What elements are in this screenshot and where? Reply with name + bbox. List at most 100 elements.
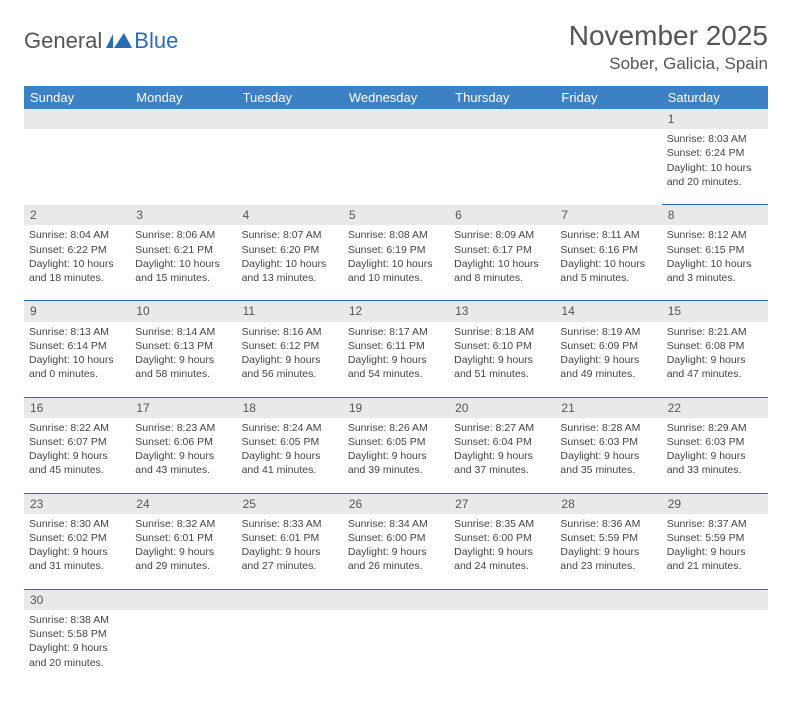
day-number <box>24 109 130 129</box>
day-cell <box>555 610 661 685</box>
day-number <box>555 109 661 129</box>
calendar-body: 1Sunrise: 8:03 AMSunset: 6:24 PMDaylight… <box>24 109 768 685</box>
sunrise-line: Sunrise: 8:14 AM <box>135 325 231 339</box>
sunset-line: Sunset: 6:08 PM <box>667 339 763 353</box>
day-number <box>237 589 343 610</box>
day-number: 19 <box>343 397 449 418</box>
daylight-line: Daylight: 9 hours and 37 minutes. <box>454 449 550 477</box>
day-cell: Sunrise: 8:19 AMSunset: 6:09 PMDaylight:… <box>555 322 661 398</box>
sunrise-line: Sunrise: 8:18 AM <box>454 325 550 339</box>
sunrise-line: Sunrise: 8:08 AM <box>348 228 444 242</box>
day-number <box>237 109 343 129</box>
day-cell: Sunrise: 8:08 AMSunset: 6:19 PMDaylight:… <box>343 225 449 301</box>
week-row: Sunrise: 8:22 AMSunset: 6:07 PMDaylight:… <box>24 418 768 494</box>
day-number: 18 <box>237 397 343 418</box>
sunset-line: Sunset: 6:03 PM <box>667 435 763 449</box>
day-cell: Sunrise: 8:24 AMSunset: 6:05 PMDaylight:… <box>237 418 343 494</box>
daylight-line: Daylight: 9 hours and 26 minutes. <box>348 545 444 573</box>
sunrise-line: Sunrise: 8:37 AM <box>667 517 763 531</box>
sunset-line: Sunset: 6:24 PM <box>667 146 763 160</box>
sunrise-line: Sunrise: 8:28 AM <box>560 421 656 435</box>
day-number: 8 <box>662 205 768 226</box>
title-block: November 2025 Sober, Galicia, Spain <box>569 20 768 74</box>
week-row: Sunrise: 8:13 AMSunset: 6:14 PMDaylight:… <box>24 322 768 398</box>
day-number-row: 23242526272829 <box>24 493 768 514</box>
daylight-line: Daylight: 9 hours and 43 minutes. <box>135 449 231 477</box>
day-number: 7 <box>555 205 661 226</box>
day-cell: Sunrise: 8:35 AMSunset: 6:00 PMDaylight:… <box>449 514 555 590</box>
sunrise-line: Sunrise: 8:03 AM <box>667 132 763 146</box>
week-row: Sunrise: 8:38 AMSunset: 5:58 PMDaylight:… <box>24 610 768 685</box>
location: Sober, Galicia, Spain <box>569 54 768 74</box>
day-cell: Sunrise: 8:34 AMSunset: 6:00 PMDaylight:… <box>343 514 449 590</box>
day-number: 5 <box>343 205 449 226</box>
day-cell: Sunrise: 8:09 AMSunset: 6:17 PMDaylight:… <box>449 225 555 301</box>
day-number <box>130 589 236 610</box>
day-number: 17 <box>130 397 236 418</box>
day-number-row: 2345678 <box>24 205 768 226</box>
day-cell <box>237 129 343 205</box>
sunset-line: Sunset: 6:11 PM <box>348 339 444 353</box>
daylight-line: Daylight: 9 hours and 33 minutes. <box>667 449 763 477</box>
daylight-line: Daylight: 10 hours and 10 minutes. <box>348 257 444 285</box>
sunset-line: Sunset: 6:22 PM <box>29 243 125 257</box>
daylight-line: Daylight: 9 hours and 20 minutes. <box>29 641 125 669</box>
day-number: 24 <box>130 493 236 514</box>
day-cell: Sunrise: 8:03 AMSunset: 6:24 PMDaylight:… <box>662 129 768 205</box>
day-number: 16 <box>24 397 130 418</box>
sunset-line: Sunset: 6:07 PM <box>29 435 125 449</box>
flag-icon <box>106 32 132 50</box>
sunset-line: Sunset: 6:00 PM <box>348 531 444 545</box>
day-cell <box>130 129 236 205</box>
daylight-line: Daylight: 9 hours and 31 minutes. <box>29 545 125 573</box>
sunrise-line: Sunrise: 8:16 AM <box>242 325 338 339</box>
sunrise-line: Sunrise: 8:33 AM <box>242 517 338 531</box>
week-row: Sunrise: 8:03 AMSunset: 6:24 PMDaylight:… <box>24 129 768 205</box>
daylight-line: Daylight: 9 hours and 29 minutes. <box>135 545 231 573</box>
day-number: 4 <box>237 205 343 226</box>
sunset-line: Sunset: 6:06 PM <box>135 435 231 449</box>
day-cell: Sunrise: 8:04 AMSunset: 6:22 PMDaylight:… <box>24 225 130 301</box>
day-number: 12 <box>343 301 449 322</box>
day-header: Saturday <box>662 86 768 109</box>
sunrise-line: Sunrise: 8:17 AM <box>348 325 444 339</box>
day-header: Sunday <box>24 86 130 109</box>
sunset-line: Sunset: 6:09 PM <box>560 339 656 353</box>
sunset-line: Sunset: 6:21 PM <box>135 243 231 257</box>
day-cell <box>130 610 236 685</box>
day-cell: Sunrise: 8:21 AMSunset: 6:08 PMDaylight:… <box>662 322 768 398</box>
daylight-line: Daylight: 10 hours and 15 minutes. <box>135 257 231 285</box>
sunset-line: Sunset: 6:05 PM <box>348 435 444 449</box>
day-cell: Sunrise: 8:18 AMSunset: 6:10 PMDaylight:… <box>449 322 555 398</box>
daylight-line: Daylight: 10 hours and 0 minutes. <box>29 353 125 381</box>
sunrise-line: Sunrise: 8:21 AM <box>667 325 763 339</box>
daylight-line: Daylight: 9 hours and 56 minutes. <box>242 353 338 381</box>
daylight-line: Daylight: 9 hours and 54 minutes. <box>348 353 444 381</box>
sunrise-line: Sunrise: 8:04 AM <box>29 228 125 242</box>
sunset-line: Sunset: 6:12 PM <box>242 339 338 353</box>
sunrise-line: Sunrise: 8:09 AM <box>454 228 550 242</box>
day-cell: Sunrise: 8:07 AMSunset: 6:20 PMDaylight:… <box>237 225 343 301</box>
day-number: 1 <box>662 109 768 129</box>
day-cell <box>449 129 555 205</box>
day-number: 22 <box>662 397 768 418</box>
sunrise-line: Sunrise: 8:26 AM <box>348 421 444 435</box>
sunset-line: Sunset: 6:14 PM <box>29 339 125 353</box>
sunrise-line: Sunrise: 8:34 AM <box>348 517 444 531</box>
sunset-line: Sunset: 6:03 PM <box>560 435 656 449</box>
sunrise-line: Sunrise: 8:36 AM <box>560 517 656 531</box>
logo: General Blue <box>24 20 178 54</box>
sunrise-line: Sunrise: 8:06 AM <box>135 228 231 242</box>
daylight-line: Daylight: 9 hours and 23 minutes. <box>560 545 656 573</box>
daylight-line: Daylight: 10 hours and 5 minutes. <box>560 257 656 285</box>
day-number <box>662 589 768 610</box>
day-cell: Sunrise: 8:30 AMSunset: 6:02 PMDaylight:… <box>24 514 130 590</box>
sunrise-line: Sunrise: 8:38 AM <box>29 613 125 627</box>
daylight-line: Daylight: 9 hours and 47 minutes. <box>667 353 763 381</box>
day-number <box>449 589 555 610</box>
day-header: Friday <box>555 86 661 109</box>
day-cell <box>343 610 449 685</box>
sunset-line: Sunset: 6:16 PM <box>560 243 656 257</box>
day-cell: Sunrise: 8:27 AMSunset: 6:04 PMDaylight:… <box>449 418 555 494</box>
day-cell: Sunrise: 8:13 AMSunset: 6:14 PMDaylight:… <box>24 322 130 398</box>
